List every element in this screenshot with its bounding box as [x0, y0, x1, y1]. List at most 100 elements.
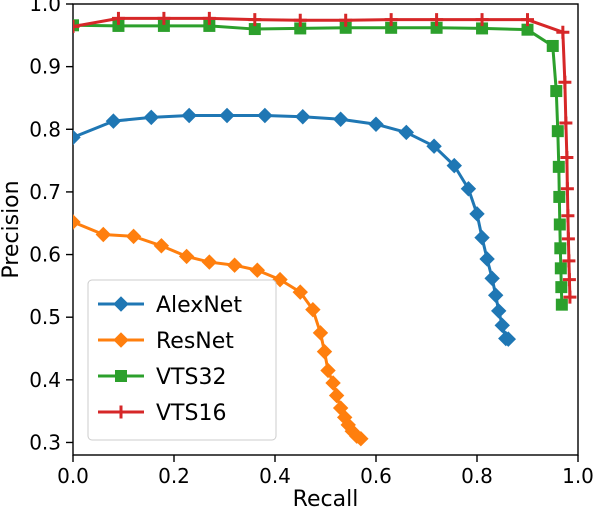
vts16-data-point	[384, 13, 398, 27]
vts16-data-point	[157, 11, 171, 25]
y-tick-label: 0.4	[29, 368, 61, 392]
vts16-series	[73, 11, 577, 304]
vts16-data-point	[561, 232, 575, 246]
resnet-data-point	[312, 325, 329, 341]
alexnet-data-point	[257, 107, 273, 124]
resnet-data-point	[353, 431, 369, 447]
vts16-data-point	[73, 20, 80, 34]
vts16-data-point	[560, 182, 574, 196]
y-tick-label: 0.3	[29, 430, 61, 454]
vts16-data-point	[248, 13, 262, 27]
vts16-data-point	[562, 254, 576, 268]
x-tick-label: 0.2	[158, 464, 190, 488]
vts16-data-point	[562, 273, 576, 287]
alexnet-data-point	[181, 107, 197, 124]
y-tick-label: 0.8	[29, 117, 61, 141]
x-tick-label: 0.8	[461, 464, 493, 488]
legend-item-vts32: VTS32	[98, 365, 226, 390]
resnet-data-point	[249, 262, 266, 278]
vts32-series	[73, 19, 568, 311]
alexnet-data-point	[332, 111, 349, 127]
vts16-data-point	[556, 25, 570, 39]
alexnet-line	[73, 114, 510, 341]
x-tick-label: 1.0	[562, 464, 594, 488]
vts16-data-point	[111, 11, 125, 25]
alexnet-data-point	[426, 138, 442, 154]
vts32-data-point	[546, 39, 559, 52]
alexnet-series	[73, 107, 517, 347]
legend-item-alexnet: AlexNet	[98, 293, 242, 318]
legend-label: AlexNet	[156, 293, 242, 318]
resnet-data-point	[73, 214, 81, 230]
resnet-data-point	[153, 238, 170, 254]
legend: AlexNet ResNet VTS32 VTS16	[87, 279, 277, 441]
legend-item-vts16: VTS16	[98, 401, 226, 426]
x-tick-label: 0.4	[259, 464, 291, 488]
y-tick-label: 0.9	[29, 55, 61, 79]
vts16-data-point	[430, 13, 444, 27]
x-axis-ticks: 0.0 0.2 0.4 0.6 0.8 1.0	[57, 455, 594, 488]
vts16-line	[73, 16, 572, 299]
resnet-data-point	[320, 362, 336, 379]
alexnet-data-point	[295, 109, 311, 125]
vts16-data-point	[293, 13, 307, 27]
plot-area	[72, 3, 579, 456]
alexnet-data-point	[500, 331, 517, 347]
resnet-data-point	[201, 254, 218, 270]
vts16-data-point	[560, 150, 574, 164]
vts16-data-point	[563, 290, 577, 304]
y-tick-label: 0.6	[29, 243, 61, 267]
legend-label: ResNet	[156, 329, 234, 354]
resnet-data-point	[178, 248, 195, 265]
vts16-data-point	[558, 75, 572, 89]
y-tick-label: 1.0	[29, 0, 61, 16]
resnet-data-point	[125, 228, 142, 245]
vts16-data-point	[521, 13, 534, 27]
legend-box	[87, 279, 277, 441]
y-axis-ticks: 0.3 0.4 0.5 0.6 0.7 0.8 0.9 1.0	[29, 0, 73, 454]
legend-label: VTS16	[156, 401, 226, 426]
y-axis-label: Precision	[0, 180, 24, 278]
series-group	[73, 11, 577, 447]
resnet-data-point	[113, 332, 129, 348]
resnet-data-point	[226, 257, 243, 273]
vts16-data-point	[114, 405, 128, 419]
vts16-data-point	[339, 13, 353, 27]
vts16-data-point	[561, 209, 575, 223]
vts32-data-point	[551, 125, 564, 138]
y-tick-label: 0.7	[29, 180, 61, 204]
vts32-data-point	[555, 298, 568, 311]
vts32-data-point	[554, 242, 567, 255]
alexnet-data-point	[484, 270, 500, 287]
alexnet-data-point	[491, 303, 507, 319]
resnet-data-point	[316, 343, 333, 360]
alexnet-data-point	[113, 296, 129, 312]
vts32-data-point	[552, 160, 565, 173]
vts32-data-point	[555, 281, 568, 294]
y-tick-label: 0.5	[29, 305, 61, 329]
resnet-data-point	[305, 301, 321, 318]
vts32-data-point	[553, 218, 566, 231]
vts16-data-point	[202, 11, 216, 25]
alexnet-data-point	[487, 287, 504, 303]
resnet-data-point	[328, 387, 345, 404]
resnet-data-point	[325, 375, 341, 391]
alexnet-data-point	[143, 109, 159, 126]
legend-label: VTS32	[156, 365, 226, 390]
alexnet-data-point	[368, 116, 384, 132]
alexnet-data-point	[398, 124, 415, 141]
x-tick-label: 0.0	[57, 464, 89, 488]
legend-item-resnet: ResNet	[98, 329, 234, 354]
vts16-data-point	[475, 13, 489, 27]
vts32-data-point	[553, 190, 566, 203]
x-axis-label: Recall	[293, 487, 359, 512]
resnet-data-point	[95, 226, 112, 243]
resnet-data-point	[272, 271, 288, 288]
vts32-data-point	[115, 370, 127, 382]
alexnet-data-point	[479, 251, 495, 267]
alexnet-data-point	[73, 129, 81, 146]
alexnet-data-point	[494, 317, 510, 334]
alexnet-data-point	[460, 181, 477, 197]
